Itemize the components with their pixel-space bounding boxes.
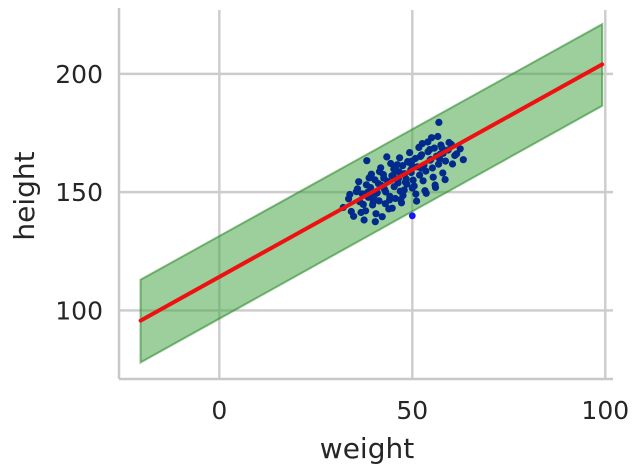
scatter-points bbox=[339, 118, 467, 226]
scatter-point bbox=[401, 178, 409, 186]
scatter-point bbox=[431, 181, 439, 189]
scatter-point bbox=[412, 190, 420, 198]
x-axis-label: weight bbox=[320, 432, 414, 465]
scatter-point bbox=[360, 216, 368, 224]
scatter-point bbox=[453, 150, 461, 158]
scatter-point bbox=[352, 188, 360, 196]
scatter-point bbox=[434, 132, 442, 141]
scatter-point bbox=[421, 187, 429, 195]
scatter-point bbox=[395, 168, 403, 176]
scatter-point bbox=[357, 208, 365, 217]
scatter-point bbox=[441, 176, 449, 184]
scatter-point bbox=[428, 134, 436, 142]
scatter-point bbox=[350, 212, 358, 220]
scatter-point bbox=[428, 164, 436, 172]
scatter-point bbox=[459, 156, 467, 164]
scatter-point bbox=[369, 198, 377, 206]
scatter-point bbox=[380, 174, 388, 182]
scatter-point bbox=[389, 171, 397, 179]
y-tick-label: 150 bbox=[55, 178, 103, 207]
scatter-point bbox=[385, 196, 394, 204]
scatter-point bbox=[429, 173, 437, 181]
scatter-point bbox=[416, 171, 424, 179]
scatter-point bbox=[365, 174, 373, 182]
scatter-point bbox=[409, 176, 417, 184]
scatter-point bbox=[355, 178, 363, 186]
scatter-point-outlier bbox=[408, 212, 416, 220]
x-tick-label: 0 bbox=[211, 396, 227, 425]
scatter-point bbox=[393, 161, 401, 169]
scatter-point bbox=[413, 197, 421, 205]
scatter-point bbox=[375, 168, 384, 176]
scatter-point bbox=[394, 179, 402, 187]
fit-line-group bbox=[138, 62, 605, 323]
y-tick-label: 100 bbox=[55, 296, 103, 325]
scatter-point bbox=[456, 145, 464, 153]
scatter-point bbox=[371, 218, 379, 226]
scatter-point bbox=[399, 162, 407, 170]
scatter-point bbox=[372, 210, 380, 218]
fit-line bbox=[138, 62, 605, 323]
scatter-point bbox=[400, 186, 408, 194]
scatter-point bbox=[388, 204, 396, 212]
scatter-point bbox=[391, 194, 399, 203]
scatter-point bbox=[396, 154, 404, 162]
scatter-point bbox=[419, 177, 427, 185]
scatter-point bbox=[439, 169, 447, 177]
y-axis-label: height bbox=[8, 151, 41, 240]
scatter-point bbox=[438, 144, 446, 152]
tick-labels: 0 50 100 100 150 200 bbox=[55, 60, 629, 425]
scatter-point bbox=[378, 213, 386, 221]
scatter-point bbox=[359, 200, 367, 208]
scatter-point bbox=[435, 118, 443, 126]
scatter-point bbox=[418, 140, 426, 148]
scatter-point bbox=[441, 157, 450, 165]
scatter-point bbox=[408, 184, 416, 192]
scatter-point bbox=[426, 146, 434, 154]
scatter-point bbox=[375, 197, 383, 205]
scatter-point bbox=[346, 190, 354, 199]
scatter-point bbox=[416, 152, 424, 160]
scatter-point bbox=[397, 196, 405, 204]
x-tick-label: 100 bbox=[581, 396, 629, 425]
scatter-point bbox=[383, 153, 391, 161]
x-tick-label: 50 bbox=[396, 396, 428, 425]
scatter-point bbox=[363, 157, 371, 165]
scatter-point bbox=[445, 138, 453, 147]
scatter-point bbox=[387, 159, 395, 168]
y-tick-label: 200 bbox=[55, 60, 103, 89]
scatter-point bbox=[448, 160, 457, 168]
axes-frame bbox=[117, 8, 613, 381]
scatter-point bbox=[408, 157, 416, 165]
scatter-point bbox=[406, 149, 414, 157]
